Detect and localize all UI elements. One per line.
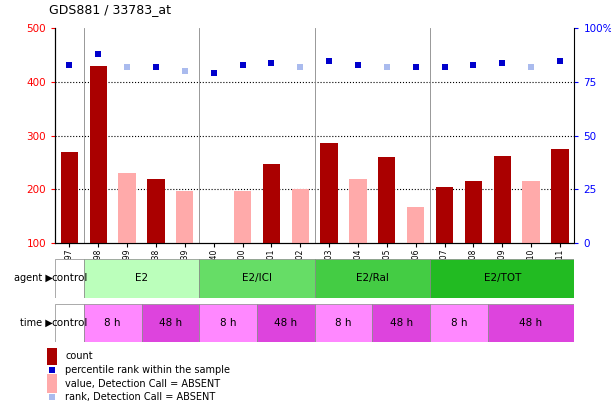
Bar	[234, 191, 251, 243]
Bar	[199, 304, 257, 342]
Bar	[263, 164, 280, 243]
Bar	[430, 304, 488, 342]
Bar	[407, 207, 424, 243]
Text: 8 h: 8 h	[104, 318, 121, 328]
Bar	[55, 259, 84, 298]
Bar	[60, 152, 78, 243]
Bar	[176, 191, 194, 243]
Text: 8 h: 8 h	[451, 318, 467, 328]
Bar	[55, 304, 84, 342]
Bar	[378, 157, 395, 243]
Text: control: control	[51, 273, 87, 283]
Bar	[522, 181, 540, 243]
Text: rank, Detection Call = ABSENT: rank, Detection Call = ABSENT	[65, 392, 216, 402]
Bar	[257, 304, 315, 342]
Bar	[84, 259, 199, 298]
Text: 48 h: 48 h	[390, 318, 413, 328]
Bar	[315, 304, 372, 342]
Text: GDS881 / 33783_at: GDS881 / 33783_at	[49, 3, 171, 16]
Bar	[465, 181, 482, 243]
Bar	[48, 347, 57, 365]
Bar	[84, 304, 142, 342]
Bar	[291, 190, 309, 243]
Bar	[119, 173, 136, 243]
Bar	[315, 259, 430, 298]
Text: 48 h: 48 h	[274, 318, 298, 328]
Text: agent ▶: agent ▶	[13, 273, 53, 283]
Text: 8 h: 8 h	[220, 318, 236, 328]
Bar	[147, 179, 164, 243]
Bar	[320, 143, 338, 243]
Bar	[551, 149, 569, 243]
Text: E2/TOT: E2/TOT	[483, 273, 521, 283]
Bar	[349, 179, 367, 243]
Text: percentile rank within the sample: percentile rank within the sample	[65, 365, 230, 375]
Text: E2/Ral: E2/Ral	[356, 273, 389, 283]
Bar	[199, 259, 315, 298]
Text: time ▶: time ▶	[20, 318, 53, 328]
Bar	[430, 259, 574, 298]
Bar	[48, 374, 57, 393]
Text: E2/ICI: E2/ICI	[242, 273, 272, 283]
Bar	[488, 304, 574, 342]
Bar	[90, 66, 107, 243]
Bar	[494, 156, 511, 243]
Text: value, Detection Call = ABSENT: value, Detection Call = ABSENT	[65, 379, 221, 388]
Text: E2: E2	[135, 273, 148, 283]
Bar	[142, 304, 199, 342]
Text: control: control	[51, 318, 87, 328]
Bar	[372, 304, 430, 342]
Bar	[436, 187, 453, 243]
Text: 48 h: 48 h	[519, 318, 543, 328]
Text: 8 h: 8 h	[335, 318, 352, 328]
Text: count: count	[65, 351, 93, 361]
Text: 48 h: 48 h	[159, 318, 182, 328]
